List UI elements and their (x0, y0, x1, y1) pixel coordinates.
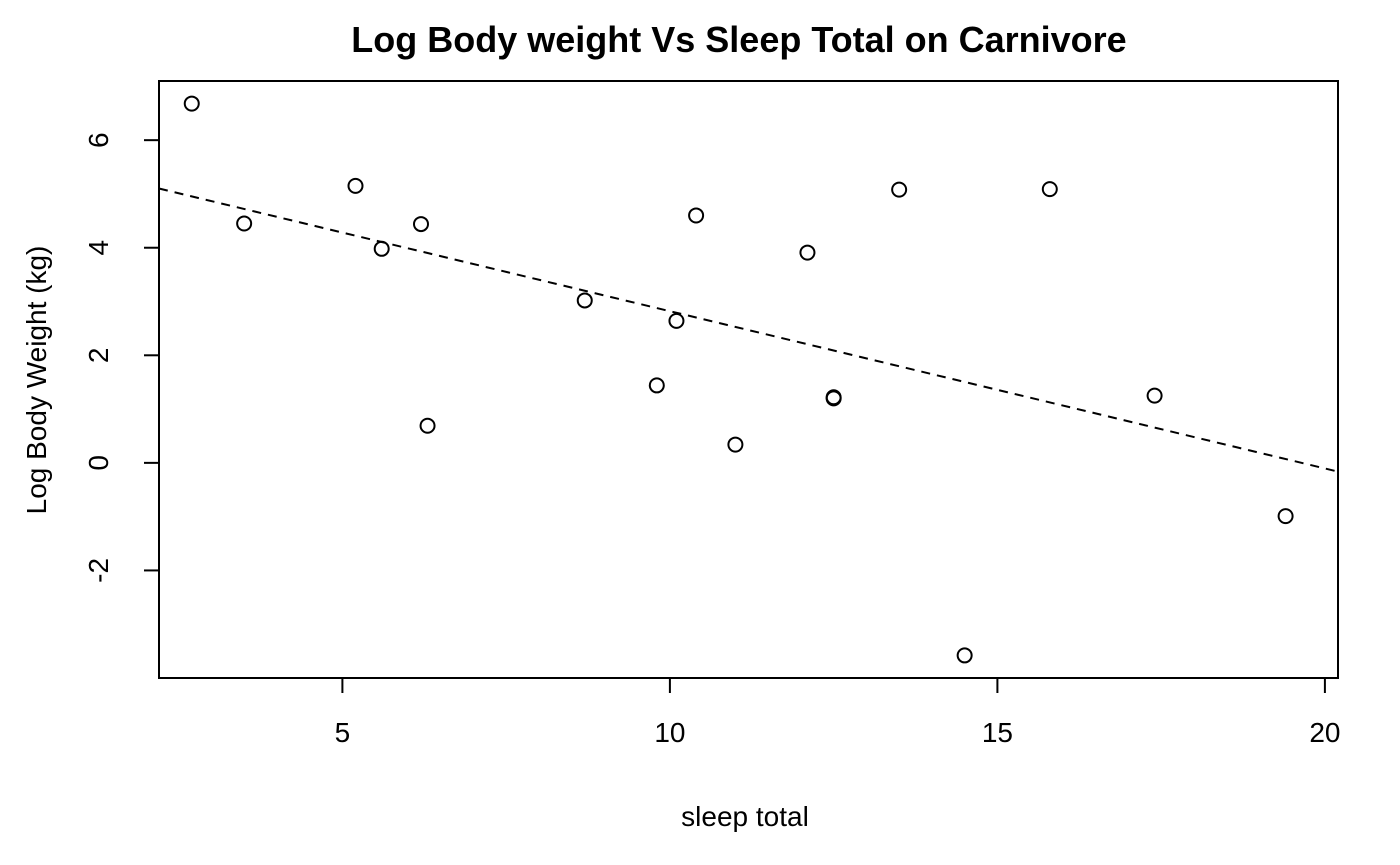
y-tick-label: 4 (83, 240, 114, 256)
data-point (825, 389, 842, 406)
data-point (668, 312, 685, 329)
data-point (576, 292, 593, 309)
x-tick-label: 5 (335, 717, 351, 748)
data-point (1277, 508, 1294, 525)
data-point (413, 216, 429, 233)
y-axis: -2 0 2 4 6 (83, 132, 160, 583)
x-axis: 5 10 15 20 (335, 677, 1340, 748)
x-tick-label: 20 (1309, 717, 1340, 748)
data-point (373, 240, 390, 257)
plot-frame (158, 80, 1339, 679)
y-tick-label: 0 (83, 455, 114, 471)
y-tick-label: 6 (83, 132, 114, 148)
y-tick-label: 2 (83, 348, 114, 364)
data-point (419, 417, 436, 434)
data-point (183, 95, 200, 112)
x-tick-label: 10 (654, 717, 685, 748)
data-point (688, 207, 705, 224)
data-point (727, 436, 744, 453)
fit-line (158, 187, 1339, 473)
data-point (891, 181, 908, 198)
fit-line-group (158, 187, 1339, 473)
points-group (183, 95, 1294, 664)
chart-title: Log Body weight Vs Sleep Total on Carniv… (351, 19, 1126, 60)
x-tick-label: 15 (982, 717, 1013, 748)
data-point (236, 215, 253, 232)
data-point (1146, 387, 1163, 404)
x-axis-label: sleep total (681, 801, 809, 832)
y-tick-label: -2 (83, 558, 114, 583)
data-point (799, 244, 816, 261)
data-point (956, 647, 973, 664)
data-point (1041, 181, 1058, 198)
data-point (347, 177, 364, 194)
data-point (648, 377, 665, 394)
y-axis-label: Log Body Weight (kg) (21, 246, 52, 515)
